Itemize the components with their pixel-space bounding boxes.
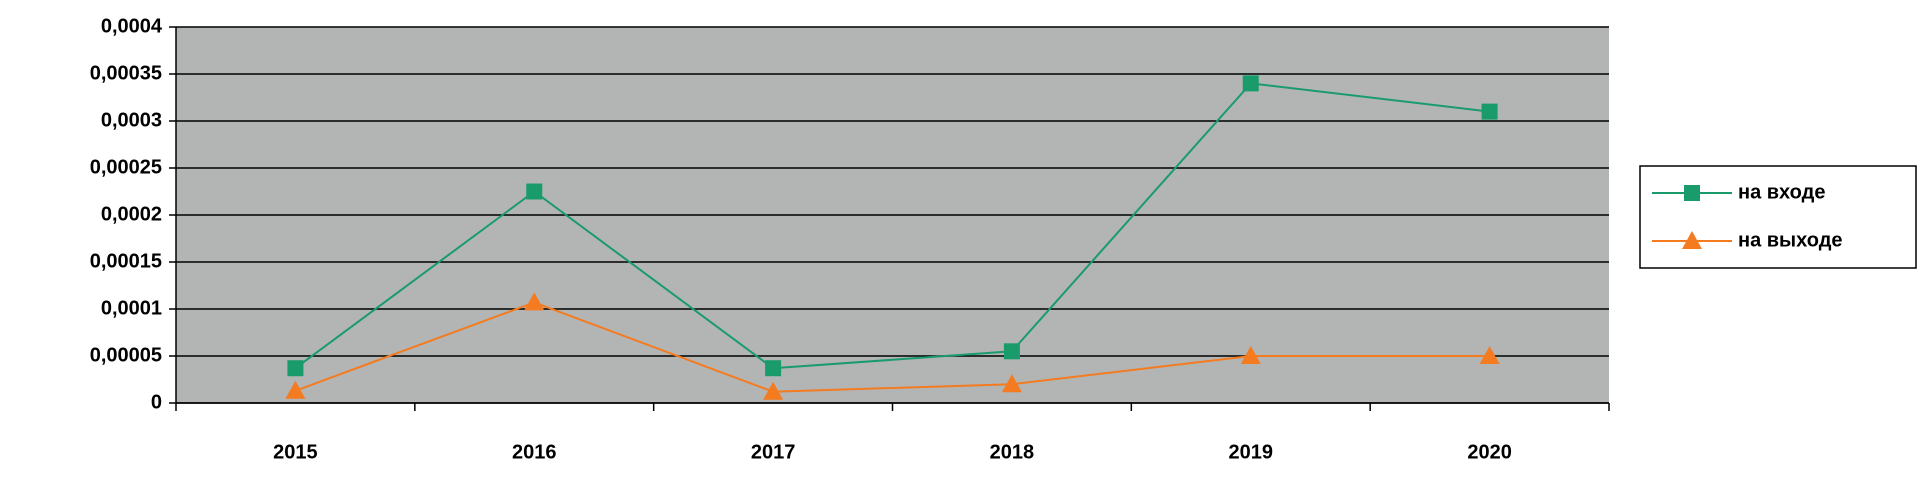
marker: [1479, 346, 1500, 364]
y-tick-label: 0,0002: [101, 203, 162, 225]
y-tick-label: 0,00025: [90, 156, 162, 178]
marker: [1240, 346, 1261, 364]
marker: [765, 360, 782, 377]
legend-marker: [1684, 185, 1700, 201]
marker: [285, 380, 306, 399]
marker: [1242, 75, 1259, 92]
y-tick-label: 0,0004: [101, 15, 163, 37]
y-tick-label: 0,0003: [101, 109, 162, 131]
marker: [287, 360, 304, 377]
x-tick-label: 2015: [273, 441, 318, 463]
y-tick-label: 0,0001: [101, 297, 162, 319]
marker: [1481, 103, 1498, 120]
series-line: [295, 301, 1490, 393]
y-tick-label: 0,00005: [90, 344, 162, 366]
x-tick-label: 2018: [990, 441, 1035, 463]
legend-label: на входе: [1738, 181, 1825, 203]
x-tick-label: 2016: [512, 441, 557, 463]
legend-label: на выходе: [1738, 229, 1843, 251]
y-tick-label: 0: [151, 391, 162, 413]
x-tick-label: 2017: [751, 441, 796, 463]
marker: [524, 292, 545, 311]
y-tick-label: 0,00035: [90, 62, 162, 84]
x-tick-label: 2019: [1229, 441, 1274, 463]
y-tick-label: 0,00015: [90, 250, 162, 272]
series-line: [294, 82, 1490, 370]
legend-marker: [1682, 231, 1702, 249]
marker: [1003, 343, 1020, 360]
marker: [526, 183, 543, 200]
x-tick-label: 2020: [1467, 441, 1512, 463]
marker: [1001, 374, 1022, 393]
legend-box: [1639, 165, 1917, 269]
marker: [763, 381, 784, 400]
